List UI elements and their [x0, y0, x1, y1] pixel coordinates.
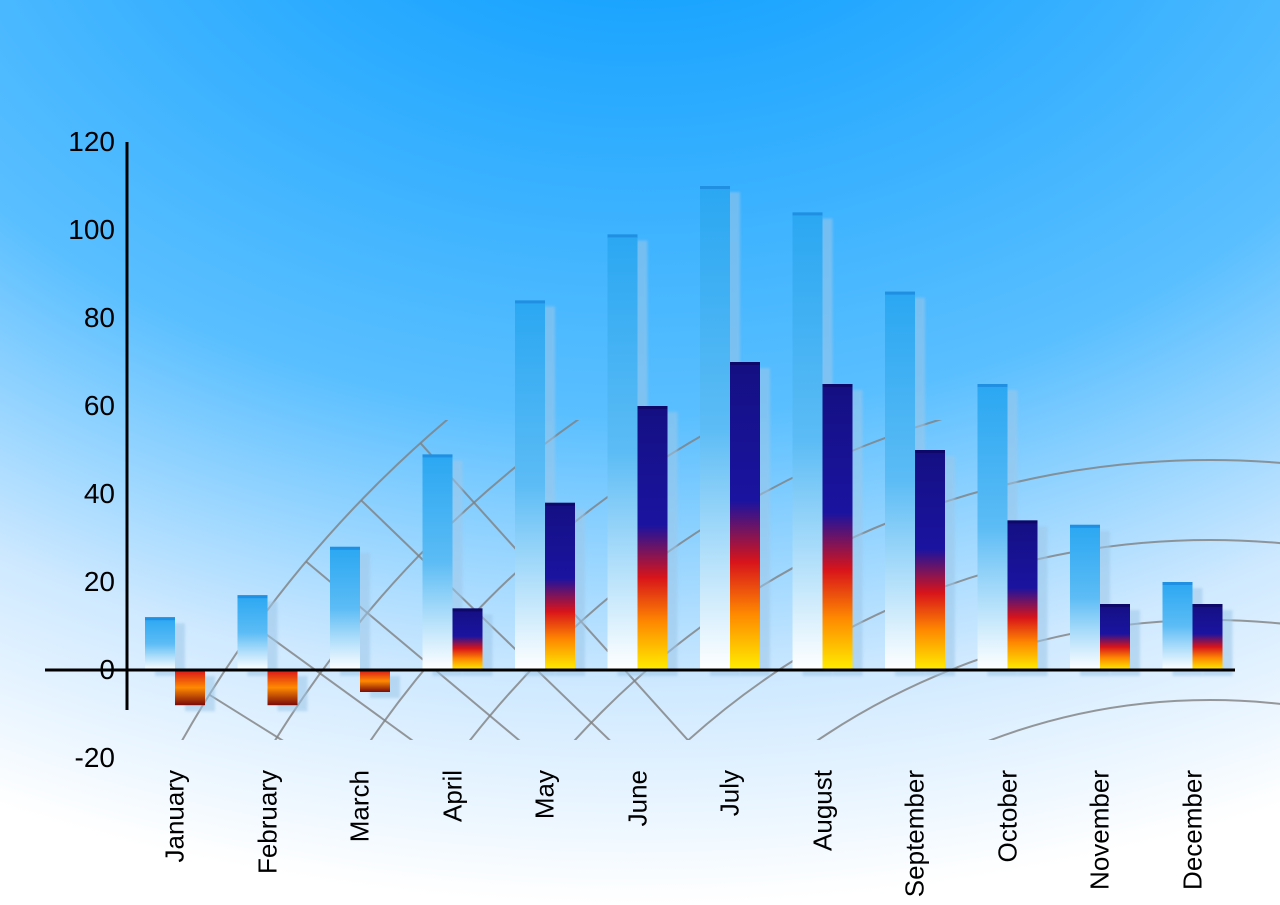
x-category-label: August [807, 770, 838, 851]
x-category-label: January [160, 770, 191, 863]
x-category-label: October [992, 770, 1023, 863]
bar-series1 [1163, 582, 1193, 670]
bar-series2 [1100, 604, 1130, 670]
bar-series1 [1070, 525, 1100, 670]
bar-series2 [453, 608, 483, 670]
bar-series1 [423, 454, 453, 670]
x-category-label: November [1085, 770, 1116, 890]
x-category-label: February [252, 770, 283, 874]
y-tick-label: 80 [15, 302, 115, 334]
x-category-label: April [437, 770, 468, 822]
bar-series2 [545, 503, 575, 670]
bar-series2 [730, 362, 760, 670]
bar-series2 [1008, 520, 1038, 670]
x-category-label: May [530, 770, 561, 819]
chart-canvas: -20 0 20 40 60 80 100 120 January February March A… [0, 0, 1280, 905]
bar-series1 [793, 212, 823, 670]
bar-series1 [238, 595, 268, 670]
bar-series2 [638, 406, 668, 670]
y-tick-label: 100 [15, 214, 115, 246]
bar-series2 [360, 670, 390, 692]
y-tick-label: 20 [15, 566, 115, 598]
bar-series1 [885, 292, 915, 670]
x-category-label: September [900, 770, 931, 897]
bar-series2 [1193, 604, 1223, 670]
x-category-label: June [622, 770, 653, 826]
bar-series1 [700, 186, 730, 670]
bar-series2 [915, 450, 945, 670]
bar-series1 [608, 234, 638, 670]
bar-series1 [515, 300, 545, 670]
bar-series1 [978, 384, 1008, 670]
y-tick-label: 60 [15, 390, 115, 422]
y-tick-label: -20 [15, 742, 115, 774]
bar-series1 [145, 617, 175, 670]
x-category-label: July [715, 770, 746, 816]
bar-series2 [268, 670, 298, 705]
y-tick-label: 120 [15, 126, 115, 158]
y-tick-label: 0 [15, 654, 115, 686]
bar-series2 [175, 670, 205, 705]
bar-series2 [823, 384, 853, 670]
bar-series1 [330, 547, 360, 670]
y-tick-label: 40 [15, 478, 115, 510]
x-category-label: December [1177, 770, 1208, 890]
x-category-label: March [345, 770, 376, 842]
